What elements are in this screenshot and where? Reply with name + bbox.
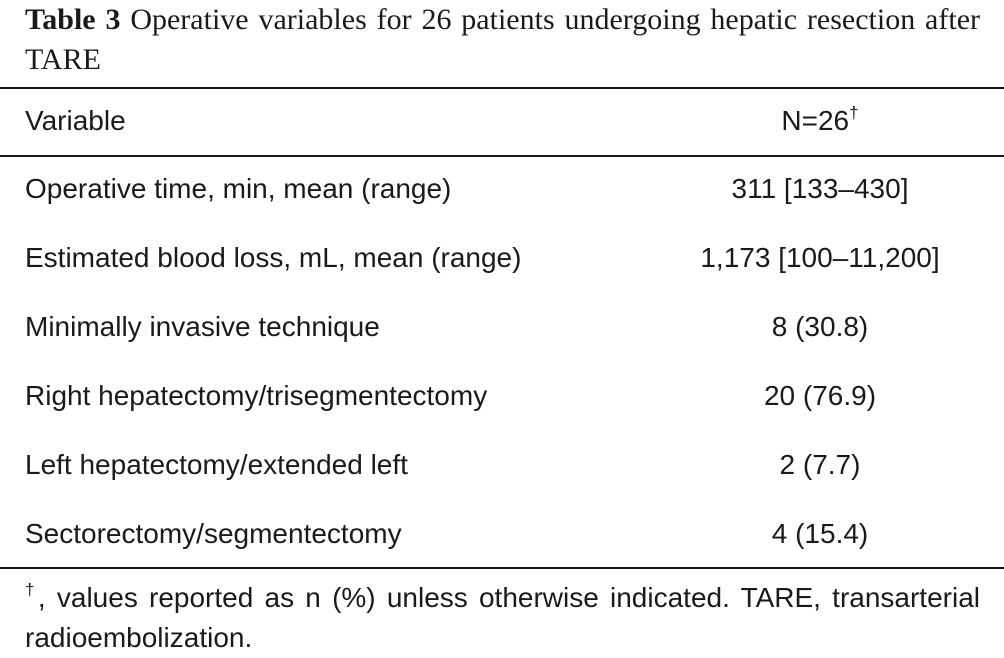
header-rule bbox=[0, 155, 1004, 157]
row-value: 2 (7.7) bbox=[779, 449, 861, 480]
bottom-rule bbox=[0, 567, 1004, 569]
table-footnote: †, values reported as n (%) unless other… bbox=[25, 578, 980, 658]
header-value: N=26† bbox=[640, 104, 1000, 138]
table-title: Operative variables for 26 patients unde… bbox=[25, 3, 981, 76]
row-value: 20 (76.9) bbox=[763, 380, 877, 411]
footnote-dagger-mark: † bbox=[25, 580, 38, 599]
row-variable: Operative time, min, mean (range) bbox=[25, 173, 452, 204]
table-caption: Table 3 Operative variables for 26 patie… bbox=[25, 0, 980, 80]
row-variable: Right hepatectomy/trisegmentectomy bbox=[25, 380, 488, 411]
footnote-text: , values reported as n (%) unless otherw… bbox=[25, 582, 980, 653]
header-dagger-mark: † bbox=[849, 103, 859, 122]
row-value: 8 (30.8) bbox=[771, 311, 869, 342]
row-value: 311 [133–430] bbox=[731, 173, 909, 204]
row-variable: Estimated blood loss, mL, mean (range) bbox=[25, 242, 522, 273]
table-label: Table 3 bbox=[25, 3, 121, 36]
row-value: 1,173 [100–11,200] bbox=[700, 242, 940, 273]
row-variable: Minimally invasive technique bbox=[25, 311, 380, 342]
top-rule bbox=[0, 87, 1004, 89]
row-variable: Sectorectomy/segmentectomy bbox=[25, 518, 402, 549]
row-value: 4 (15.4) bbox=[771, 518, 869, 549]
header-variable: Variable bbox=[25, 105, 126, 136]
header-value-text: N=26 bbox=[781, 105, 850, 136]
row-variable: Left hepatectomy/extended left bbox=[25, 449, 408, 480]
